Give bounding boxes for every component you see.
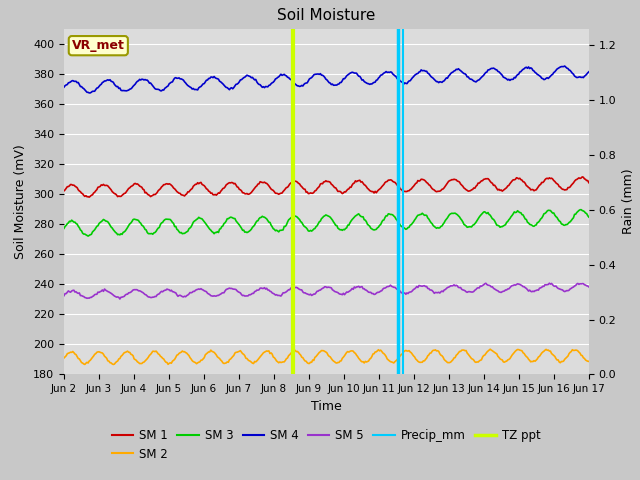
Legend: SM 1, SM 2, SM 3, SM 4, SM 5, Precip_mm, TZ ppt: SM 1, SM 2, SM 3, SM 4, SM 5, Precip_mm,… xyxy=(108,424,545,465)
Y-axis label: Rain (mm): Rain (mm) xyxy=(622,169,635,234)
X-axis label: Time: Time xyxy=(311,400,342,413)
Y-axis label: Soil Moisture (mV): Soil Moisture (mV) xyxy=(15,144,28,259)
Title: Soil Moisture: Soil Moisture xyxy=(277,9,376,24)
Text: VR_met: VR_met xyxy=(72,39,125,52)
